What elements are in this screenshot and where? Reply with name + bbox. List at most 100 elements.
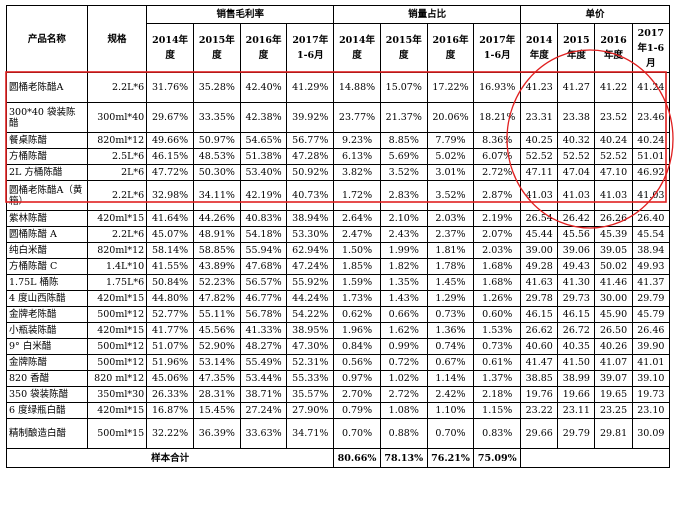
price-cell: 38.99 <box>557 370 596 387</box>
product-name-cell: 圆桶老陈醋A <box>6 72 88 103</box>
margin-cell: 50.84% <box>146 274 194 291</box>
table-row: 820 香醋 820 ml*12 45.06% 47.35% 53.44% 55.33% 0… <box>6 370 671 387</box>
share-cell: 1.43% <box>379 290 428 307</box>
price-cell: 29.78 <box>520 290 559 307</box>
table-row: 350 袋装陈醋 350ml*30 26.33% 28.31% 38.71% 35.57%… <box>6 386 671 403</box>
table-row: 方桶陈醋 C 1.4L*10 41.55% 43.89% 47.68% 47.24% 1.8… <box>6 258 671 275</box>
margin-cell: 34.71% <box>286 418 335 449</box>
margin-cell: 53.30% <box>286 226 335 243</box>
share-cell: 1.50% <box>333 242 381 259</box>
price-margin-table: 产品名称 规格 销售毛利率 销量占比 单价 2014年度 2015年度 2016… <box>5 5 671 468</box>
spec-cell: 1.4L*10 <box>86 258 148 275</box>
footer-share: 78.13% <box>379 448 428 468</box>
share-cell: 1.99% <box>379 242 428 259</box>
margin-cell: 41.77% <box>146 322 194 339</box>
margin-cell: 48.53% <box>192 148 241 165</box>
margin-cell: 47.35% <box>192 370 241 387</box>
price-cell: 19.65 <box>594 386 633 403</box>
price-cell: 40.26 <box>594 338 633 355</box>
margin-cell: 51.96% <box>146 354 194 371</box>
price-cell: 45.44 <box>520 226 559 243</box>
share-cell: 0.73% <box>473 338 522 355</box>
margin-cell: 33.35% <box>192 102 241 133</box>
margin-cell: 32.22% <box>146 418 194 449</box>
margin-cell: 48.91% <box>192 226 241 243</box>
price-cell: 47.10 <box>594 164 633 181</box>
share-cell: 20.06% <box>426 102 475 133</box>
price-cell: 41.63 <box>520 274 559 291</box>
price-cell: 26.54 <box>520 210 559 227</box>
price-cell: 39.06 <box>557 242 596 259</box>
price-cell: 39.90 <box>631 338 671 355</box>
product-name-cell: 2L 方桶陈醋 <box>6 164 88 181</box>
share-cell: 0.62% <box>333 306 381 323</box>
margin-cell: 47.30% <box>286 338 335 355</box>
share-cell: 1.02% <box>379 370 428 387</box>
margin-cell: 39.92% <box>286 102 335 133</box>
year-header: 2017年1-6月 <box>631 23 671 73</box>
share-cell: 0.61% <box>473 354 522 371</box>
margin-cell: 40.73% <box>286 180 335 211</box>
margin-cell: 62.94% <box>286 242 335 259</box>
table-row: 9° 白米醋 500ml*12 51.07% 52.90% 48.27% 47.30% 0.… <box>6 338 671 355</box>
price-cell: 23.25 <box>594 402 633 419</box>
share-cell: 9.23% <box>333 132 381 149</box>
margin-cell: 55.33% <box>286 370 335 387</box>
product-name-cell: 精制酿造白醋 <box>6 418 88 449</box>
spec-cell: 500ml*12 <box>86 338 148 355</box>
footer-label: 样本合计 <box>5 448 335 468</box>
share-cell: 3.52% <box>426 180 475 211</box>
price-cell: 19.76 <box>520 386 559 403</box>
margin-cell: 53.14% <box>192 354 241 371</box>
price-cell: 41.24 <box>631 72 671 103</box>
table-body: 圆桶老陈醋A 2.2L*6 31.76% 35.28% 42.40% 41.29% 14.8… <box>6 72 671 449</box>
product-name-cell: 1.75L 桶陈 <box>6 274 88 291</box>
margin-cell: 38.94% <box>286 210 335 227</box>
margin-cell: 38.95% <box>286 322 335 339</box>
share-cell: 0.79% <box>333 402 381 419</box>
table-row: 4 度山西陈醋 420ml*15 44.80% 47.82% 46.77% 44.24% 1… <box>6 290 671 307</box>
price-cell: 23.10 <box>631 402 671 419</box>
share-cell: 2.19% <box>473 210 522 227</box>
share-cell: 2.43% <box>379 226 428 243</box>
share-cell: 1.81% <box>426 242 475 259</box>
price-cell: 23.38 <box>557 102 596 133</box>
footer-share: 76.21% <box>426 448 475 468</box>
share-cell: 2.72% <box>379 386 428 403</box>
margin-cell: 51.38% <box>239 148 288 165</box>
margin-cell: 50.92% <box>286 164 335 181</box>
year-header: 2014年度 <box>520 23 559 73</box>
price-cell: 45.39 <box>594 226 633 243</box>
share-cell: 2.70% <box>333 386 381 403</box>
share-cell: 0.72% <box>379 354 428 371</box>
price-cell: 47.11 <box>520 164 559 181</box>
product-name-cell: 紫林陈醋 <box>6 210 88 227</box>
share-cell: 0.88% <box>379 418 428 449</box>
margin-cell: 47.28% <box>286 148 335 165</box>
share-cell: 1.10% <box>426 402 475 419</box>
margin-cell: 53.44% <box>239 370 288 387</box>
share-cell: 1.96% <box>333 322 381 339</box>
price-cell: 45.56 <box>557 226 596 243</box>
margin-cell: 52.90% <box>192 338 241 355</box>
margin-cell: 28.31% <box>192 386 241 403</box>
spec-cell: 500ml*12 <box>86 354 148 371</box>
price-cell: 41.03 <box>557 180 596 211</box>
product-name-cell: 方桶陈醋 C <box>6 258 88 275</box>
margin-cell: 54.65% <box>239 132 288 149</box>
product-name-cell: 圆桶陈醋 A <box>6 226 88 243</box>
margin-cell: 45.06% <box>146 370 194 387</box>
price-cell: 52.52 <box>520 148 559 165</box>
price-cell: 38.85 <box>520 370 559 387</box>
header-row-groups: 产品名称 规格 销售毛利率 销量占比 单价 <box>6 5 670 73</box>
spec-cell: 2.5L*6 <box>86 148 148 165</box>
margin-cell: 46.77% <box>239 290 288 307</box>
share-cell: 1.35% <box>379 274 428 291</box>
table-row: 精制酿造白醋 500ml*15 32.22% 36.39% 33.63% 34.71% 0.… <box>6 418 671 449</box>
price-cell: 51.01 <box>631 148 671 165</box>
price-cell: 39.00 <box>520 242 559 259</box>
margin-cell: 47.68% <box>239 258 288 275</box>
share-cell: 1.62% <box>379 322 428 339</box>
margin-cell: 41.29% <box>286 72 335 103</box>
share-cell: 2.87% <box>473 180 522 211</box>
